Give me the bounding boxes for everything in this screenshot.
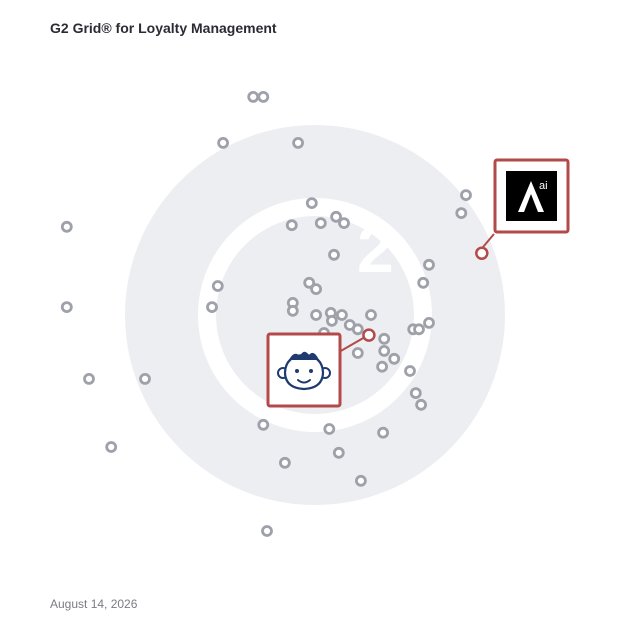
antavo-logo-icon [518, 181, 544, 212]
data-point[interactable] [409, 387, 422, 400]
data-point[interactable] [310, 309, 323, 321]
data-point[interactable] [60, 220, 73, 233]
data-point[interactable] [338, 217, 350, 230]
data-point[interactable] [377, 426, 390, 439]
data-point[interactable] [378, 344, 391, 357]
report-date: August 14, 2026 [50, 597, 138, 611]
data-point[interactable] [354, 474, 367, 487]
data-point[interactable] [323, 423, 336, 435]
data-point[interactable] [378, 332, 391, 345]
data-point[interactable] [460, 189, 472, 202]
highlighted-point-antavo[interactable] [475, 246, 489, 260]
data-point[interactable] [314, 217, 327, 230]
data-point[interactable] [413, 323, 425, 336]
data-point[interactable] [415, 398, 428, 411]
data-point[interactable] [351, 323, 364, 336]
antavo-logo-ai-text: ai [539, 180, 548, 192]
data-point[interactable] [211, 280, 224, 292]
data-point[interactable] [455, 207, 468, 220]
data-point[interactable] [206, 301, 218, 314]
data-point[interactable] [83, 372, 95, 385]
data-point[interactable] [388, 352, 401, 365]
data-point[interactable] [417, 276, 430, 289]
data-point[interactable] [60, 301, 73, 314]
data-point[interactable] [332, 446, 345, 459]
data-point[interactable] [257, 91, 270, 103]
data-point[interactable] [247, 91, 260, 103]
highlighted-point-monkey[interactable] [362, 328, 376, 342]
data-point[interactable] [310, 283, 323, 296]
data-point[interactable] [328, 248, 340, 261]
data-point[interactable] [335, 309, 348, 321]
data-point[interactable] [404, 365, 416, 377]
highlighted-product-antavo[interactable]: ai [475, 158, 570, 260]
data-point[interactable] [105, 441, 118, 453]
data-point[interactable] [376, 360, 389, 373]
highlighted-product-monkey[interactable] [266, 328, 376, 408]
data-point[interactable] [303, 276, 316, 289]
data-point[interactable] [261, 525, 273, 537]
data-point[interactable] [423, 316, 435, 329]
data-point[interactable] [292, 136, 305, 149]
data-point[interactable] [278, 456, 291, 469]
data-point[interactable] [139, 372, 151, 385]
data-point[interactable] [351, 347, 364, 359]
data-point[interactable] [286, 304, 299, 317]
data-point[interactable] [285, 219, 298, 232]
data-point[interactable] [217, 136, 230, 149]
data-point[interactable] [330, 210, 343, 223]
data-point[interactable] [325, 314, 338, 327]
monkey-face-logo-icon [277, 351, 331, 391]
svg-text:2: 2 [357, 212, 394, 286]
chart-title: G2 Grid® for Loyalty Management [50, 20, 277, 36]
data-point[interactable] [365, 309, 377, 321]
data-point[interactable] [257, 418, 270, 431]
data-point[interactable] [423, 258, 435, 271]
data-point[interactable] [305, 197, 318, 210]
